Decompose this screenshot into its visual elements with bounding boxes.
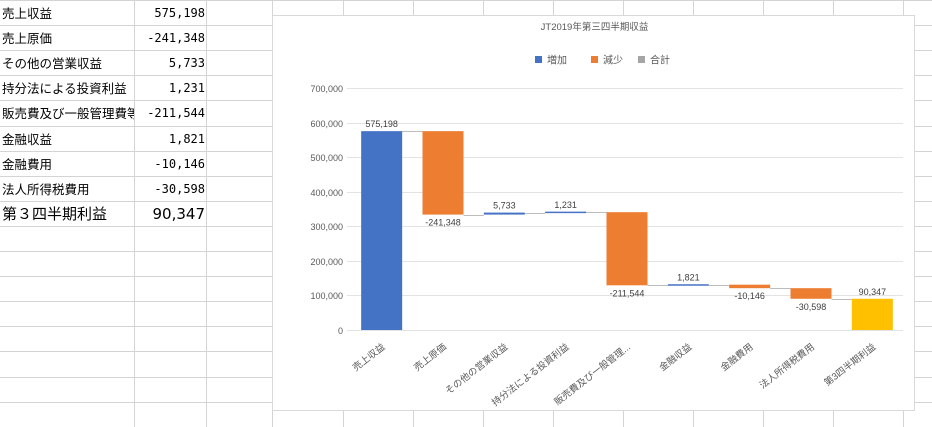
x-tick-label: 売上原価 bbox=[412, 341, 450, 374]
y-tick-label: 100,000 bbox=[310, 291, 343, 301]
x-tick-label: 金融収益 bbox=[657, 341, 695, 374]
data-label: 1,231 bbox=[554, 200, 577, 210]
cell-value[interactable]: 90,347 bbox=[152, 205, 206, 223]
y-tick-label: 200,000 bbox=[310, 257, 343, 267]
bar-7[interactable] bbox=[790, 288, 832, 299]
x-tick-label: その他の営業収益 bbox=[443, 341, 511, 398]
legend-label: 減少 bbox=[603, 54, 623, 67]
data-label: -30,598 bbox=[796, 302, 827, 312]
y-tick-label: 600,000 bbox=[310, 119, 343, 129]
cell-value[interactable]: 5,733 bbox=[168, 56, 205, 70]
cell-value[interactable]: -211,544 bbox=[147, 106, 205, 120]
bar-8[interactable] bbox=[851, 298, 893, 330]
waterfall-chart[interactable]: JT2019年第三四半期収益増加 減少 合計 0 100,000 200,000 300,0… bbox=[272, 15, 915, 411]
cell-value[interactable]: -30,598 bbox=[154, 182, 205, 196]
cell-label[interactable]: 販売費及び一般管理費等 bbox=[2, 106, 134, 121]
data-label: 5,733 bbox=[493, 201, 516, 211]
legend-swatch bbox=[591, 56, 598, 63]
cell-label[interactable]: 第３四半期利益 bbox=[2, 205, 108, 223]
x-tick-label: 金融費用 bbox=[718, 341, 755, 374]
data-label: -211,544 bbox=[610, 288, 645, 298]
cell-label[interactable]: 金融費用 bbox=[2, 157, 53, 172]
bar-3[interactable] bbox=[545, 211, 587, 214]
bar-2[interactable] bbox=[483, 212, 525, 215]
y-tick-label: 300,000 bbox=[310, 222, 343, 232]
cell-value[interactable]: 1,821 bbox=[168, 132, 205, 146]
cell-value[interactable]: -10,146 bbox=[154, 157, 205, 171]
bar-6[interactable] bbox=[729, 284, 771, 289]
legend-label: 合計 bbox=[650, 54, 670, 67]
data-label: 575,198 bbox=[365, 119, 398, 129]
cell-label[interactable]: 持分法による投資利益 bbox=[2, 81, 127, 96]
cell-value[interactable]: 1,231 bbox=[168, 81, 205, 95]
data-label: -241,348 bbox=[425, 218, 461, 228]
legend-swatch bbox=[638, 56, 645, 63]
cell-value[interactable]: -241,348 bbox=[147, 31, 205, 45]
legend-label: 増加 bbox=[547, 54, 567, 67]
y-tick-label: 0 bbox=[338, 326, 343, 336]
cell-label[interactable]: 法人所得税費用 bbox=[2, 182, 90, 197]
x-tick-label: 第3四半期利益 bbox=[822, 341, 879, 389]
x-tick-label: 法人所得税費用 bbox=[757, 341, 817, 391]
cell-label[interactable]: 売上収益 bbox=[2, 6, 53, 21]
x-tick-label: 売上収益 bbox=[350, 341, 388, 374]
data-label: 1,821 bbox=[677, 273, 700, 283]
y-tick-label: 400,000 bbox=[310, 188, 343, 198]
bar-4[interactable] bbox=[606, 212, 648, 286]
cell-value[interactable]: 575,198 bbox=[154, 6, 205, 20]
chart-title: JT2019年第三四半期収益 bbox=[541, 21, 649, 33]
bar-0[interactable] bbox=[361, 131, 403, 330]
y-tick-label: 500,000 bbox=[310, 153, 343, 163]
cell-label[interactable]: その他の営業収益 bbox=[2, 56, 103, 71]
data-label: 90,347 bbox=[859, 287, 887, 297]
y-tick-label: 700,000 bbox=[310, 84, 343, 94]
bar-5[interactable] bbox=[667, 284, 709, 286]
bar-1[interactable] bbox=[422, 131, 464, 215]
cell-label[interactable]: 金融収益 bbox=[2, 132, 53, 147]
legend-swatch bbox=[535, 56, 542, 63]
cell-label[interactable]: 売上原価 bbox=[2, 31, 53, 46]
data-label: -10,146 bbox=[734, 291, 765, 301]
